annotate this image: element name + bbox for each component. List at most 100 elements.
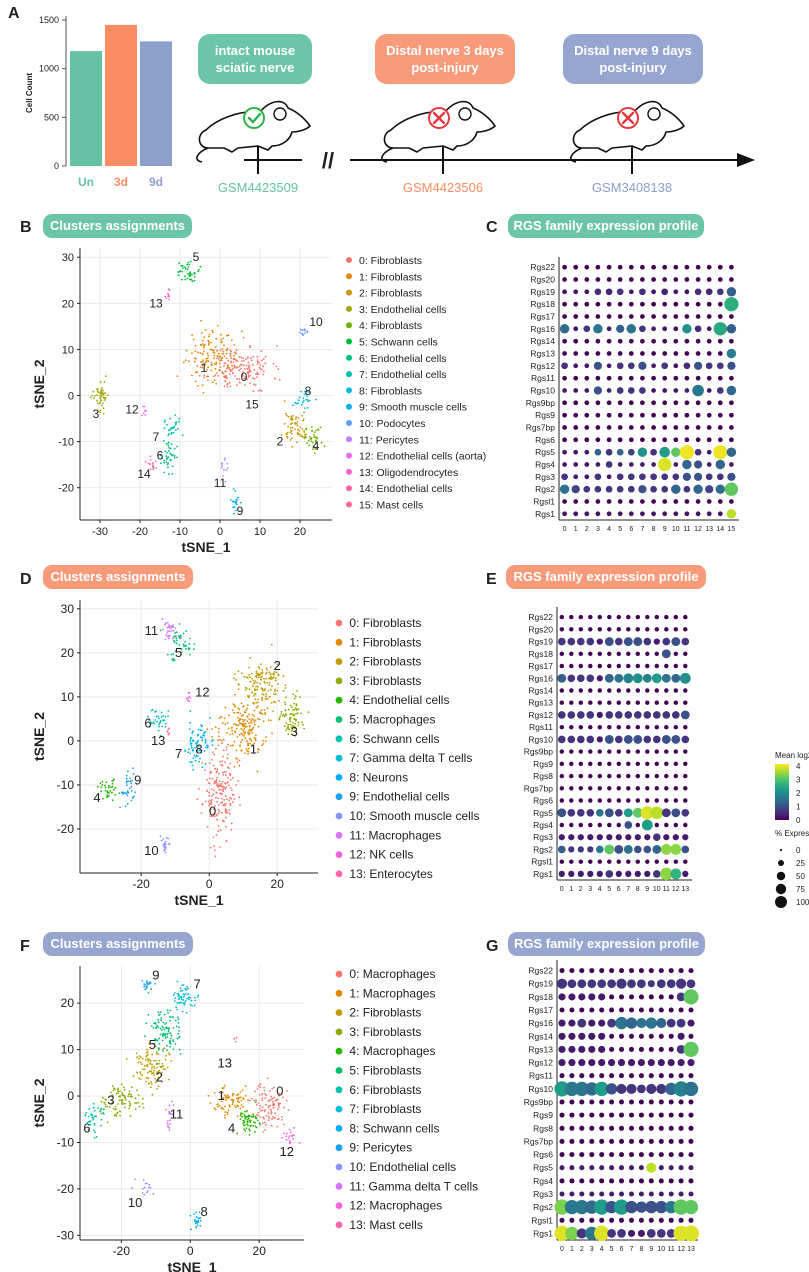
scatter-point	[144, 410, 146, 412]
dot-rgs19-10	[653, 638, 660, 645]
mouse-outline	[381, 100, 496, 163]
scatter-point	[241, 724, 244, 726]
scatter-point	[283, 725, 286, 728]
y-tick-label: 0	[67, 734, 74, 748]
gene-label-rgs16: Rgs16	[528, 1018, 553, 1028]
scatter-point	[225, 1095, 228, 1098]
scatter-point	[234, 693, 237, 696]
scatter-point	[265, 1094, 268, 1096]
dot-rgs9-10	[673, 412, 679, 418]
scatter-point	[267, 719, 270, 722]
scatter-point	[104, 789, 107, 792]
dot-rgs18-10	[658, 994, 664, 1000]
scatter-point	[172, 993, 175, 996]
scatter-point	[239, 718, 241, 720]
a-ytick-label: 500	[44, 112, 59, 122]
scatter-point	[295, 719, 297, 722]
scatter-point	[222, 337, 225, 340]
scatter-point	[254, 1090, 257, 1093]
scatter-point	[280, 713, 283, 715]
dot-rgsl1-12	[673, 859, 679, 864]
scatter-point	[179, 634, 182, 637]
scatter-point	[93, 1115, 96, 1118]
mouse-outline	[570, 100, 685, 163]
dot-rgs18-4	[598, 993, 606, 1001]
scatter-point	[101, 391, 104, 394]
scatter-point	[231, 729, 234, 732]
scatter-point	[104, 784, 106, 787]
dot-rgs6-12	[678, 1152, 684, 1158]
dot-rgs9-14	[717, 412, 723, 418]
scatter-point	[225, 746, 228, 748]
legend-swatch-4	[335, 1047, 343, 1055]
scatter-point	[150, 1072, 153, 1075]
scatter-point	[103, 399, 106, 401]
scatter-point	[194, 999, 197, 1002]
scatter-point	[270, 702, 273, 704]
scatter-point	[235, 724, 238, 727]
dot-rgs4-2	[579, 1178, 585, 1184]
dot-rgs12-13	[705, 362, 713, 370]
dot-rgs17-2	[578, 663, 584, 669]
scatter-point	[240, 714, 243, 717]
scatter-point	[192, 338, 195, 341]
dot-rgs7bp-1	[573, 425, 579, 430]
scatter-point	[301, 401, 304, 404]
scatter-point	[230, 362, 232, 364]
scatter-point	[265, 678, 267, 680]
dot-rgs2-7	[638, 485, 647, 494]
scatter-point	[106, 790, 109, 793]
scatter-point	[209, 1102, 212, 1104]
scatter-point	[247, 743, 250, 746]
scatter-point	[224, 480, 227, 483]
scatter-point	[160, 462, 162, 465]
dot-rgs5-13	[706, 449, 712, 455]
cluster-label-2: 2	[156, 1069, 163, 1084]
scatter-point	[141, 1192, 144, 1194]
dot-rgs9bp-9	[662, 400, 668, 406]
dot-rgs17-14	[717, 314, 723, 319]
scatter-point	[178, 420, 181, 423]
dot-rgs4-10	[673, 462, 679, 467]
scatter-point	[146, 1190, 149, 1192]
scatter-point	[261, 1122, 264, 1125]
scatter-point	[157, 1018, 160, 1021]
scatter-point	[240, 1104, 243, 1106]
timeline-gsm-label: GSM4423506	[403, 180, 483, 195]
scatter-point	[193, 1219, 196, 1221]
scatter-point	[270, 1112, 272, 1115]
scatter-point	[156, 1062, 158, 1065]
scatter-point	[230, 822, 233, 825]
scatter-point	[92, 1116, 95, 1119]
cluster-tick-2: 2	[585, 526, 589, 533]
gene-label-rgs7bp: Rgs7bp	[524, 1136, 554, 1146]
dot-rgs19-4	[597, 979, 607, 989]
scatter-point	[265, 695, 267, 698]
scatter-point	[237, 1096, 240, 1099]
scatter-point	[233, 1037, 236, 1040]
scatter-point	[294, 421, 296, 424]
cluster-label-5: 5	[193, 250, 200, 264]
scatter-point	[265, 1114, 268, 1117]
scatter-point	[140, 414, 143, 417]
dot-rgs16-1	[568, 1019, 576, 1027]
scatter-point	[99, 390, 102, 393]
scatter-point	[116, 1088, 119, 1091]
cluster-tick-3: 3	[596, 526, 600, 533]
scatter-point	[213, 379, 216, 382]
scatter-point	[91, 1116, 94, 1119]
dot-rgs10-2	[584, 388, 590, 393]
scatter-point	[207, 360, 210, 363]
scatter-point	[122, 791, 125, 794]
a-bar-3d	[105, 24, 137, 166]
panel-c: Rgs22Rgs20Rgs19Rgs18Rgs17Rgs16Rgs14Rgs13…	[526, 257, 739, 533]
scatter-point	[302, 397, 305, 400]
legend-entry-10: 10: Podocytes	[359, 418, 426, 430]
scatter-point	[173, 456, 176, 459]
dot-rgs9-0	[559, 761, 565, 767]
scatter-point	[172, 639, 175, 642]
scatter-point	[260, 709, 263, 711]
scatter-point	[221, 1106, 224, 1109]
dot-rgs10-13	[683, 1081, 699, 1097]
scatter-point	[148, 1183, 151, 1186]
